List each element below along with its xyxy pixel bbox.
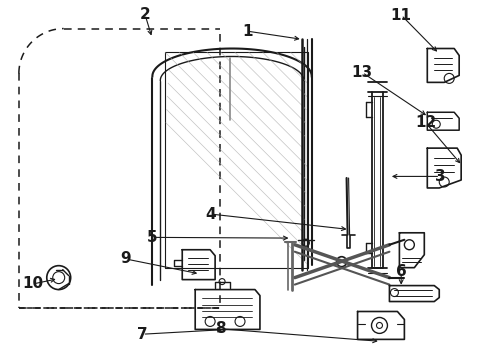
Text: 4: 4: [205, 207, 216, 221]
Text: 3: 3: [435, 169, 445, 184]
Text: 5: 5: [147, 230, 158, 245]
Text: 7: 7: [137, 327, 148, 342]
Text: 11: 11: [391, 8, 412, 23]
Text: 13: 13: [352, 65, 373, 80]
Text: 10: 10: [22, 276, 43, 292]
Text: 8: 8: [215, 321, 226, 336]
Text: 9: 9: [120, 251, 131, 266]
Text: 1: 1: [242, 24, 253, 39]
Text: 6: 6: [396, 264, 407, 279]
Text: 12: 12: [415, 115, 436, 130]
Text: 2: 2: [140, 7, 150, 22]
